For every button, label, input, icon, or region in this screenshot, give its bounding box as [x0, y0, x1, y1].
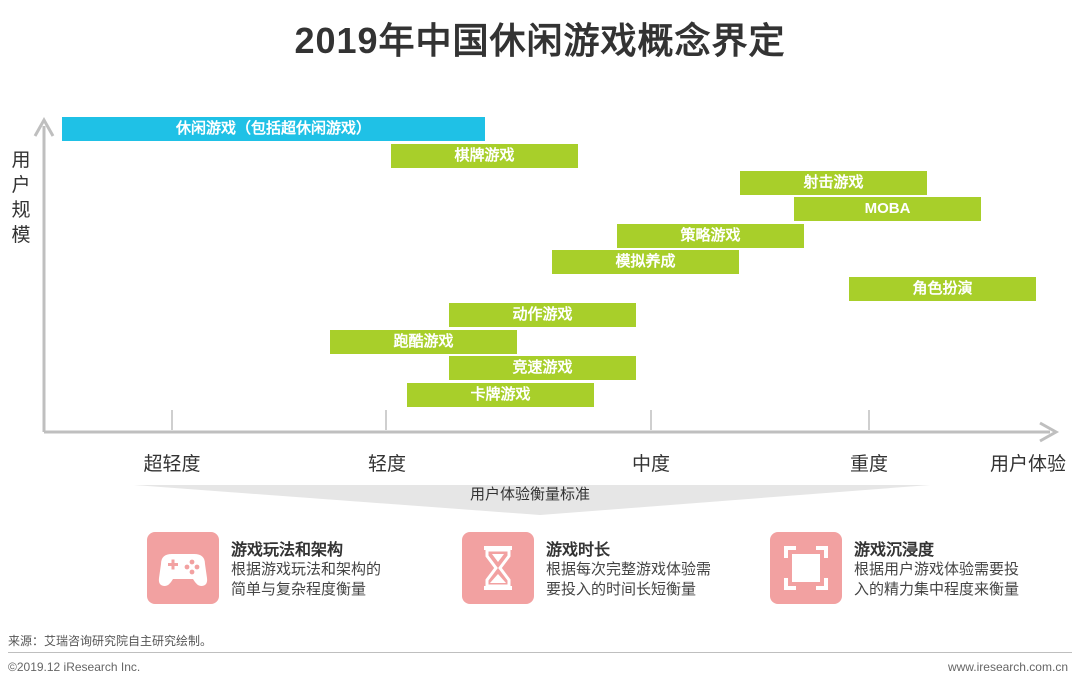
- x-axis-label: 用户体验: [990, 454, 1067, 475]
- bar-parkour: 跑酷游戏: [330, 330, 517, 354]
- tick-label-mid: 中度: [631, 454, 671, 475]
- website-link[interactable]: www.iresearch.com.cn: [947, 660, 1068, 674]
- gamepad-icon: [147, 532, 219, 604]
- bar-simulation: 模拟养成: [552, 250, 739, 274]
- bar-casual: 休闲游戏（包括超休闲游戏）: [62, 117, 485, 141]
- criteria-title-gameplay: 游戏玩法和架构: [231, 542, 344, 559]
- y-axis-label: 用户规模: [11, 150, 31, 246]
- bar-rpg: 角色扮演: [849, 277, 1036, 301]
- hourglass-icon: [462, 532, 534, 604]
- standard-band: 用户体验衡量标准: [130, 484, 930, 524]
- copyright: ©2019.12 iResearch Inc.: [8, 660, 141, 674]
- source-note: 来源：艾瑞咨询研究院自主研究绘制。: [8, 634, 213, 648]
- bar-shooter: 射击游戏: [740, 171, 927, 195]
- criteria-card-immersion: 游戏沉浸度 根据用户游戏体验需要投 入的精力集中程度来衡量: [770, 532, 1070, 608]
- bar-card: 卡牌游戏: [407, 383, 594, 407]
- criteria-title-immersion: 游戏沉浸度: [854, 542, 935, 559]
- criteria-card-duration: 游戏时长 根据每次完整游戏体验需 要投入的时间长短衡量: [462, 532, 752, 608]
- criteria-desc-gameplay: 根据游戏玩法和架构的 简单与复杂程度衡量: [231, 561, 382, 598]
- tick-label-ultralight: 超轻度: [143, 454, 201, 475]
- criteria-desc-duration: 根据每次完整游戏体验需 要投入的时间长短衡量: [546, 561, 712, 598]
- bar-racing: 竞速游戏: [449, 356, 636, 380]
- tick-label-heavy: 重度: [849, 454, 889, 475]
- criteria-desc-immersion: 根据用户游戏体验需要投 入的精力集中程度来衡量: [854, 561, 1020, 598]
- footer-divider: [8, 652, 1072, 653]
- tick-label-light: 轻度: [367, 454, 407, 475]
- bar-strategy: 策略游戏: [617, 224, 804, 248]
- standard-band-shape: [134, 485, 930, 515]
- immersion-frame-icon: [770, 532, 842, 604]
- criteria-title-duration: 游戏时长: [546, 542, 611, 559]
- page-title: 2019年中国休闲游戏概念界定: [294, 20, 786, 61]
- bar-moba: MOBA: [794, 197, 981, 221]
- standard-band-label: 用户体验衡量标准: [469, 486, 590, 503]
- criteria-card-gameplay: 游戏玩法和架构 根据游戏玩法和架构的 简单与复杂程度衡量: [147, 532, 437, 608]
- bar-action: 动作游戏: [449, 303, 636, 327]
- bar-chess-card: 棋牌游戏: [391, 144, 578, 168]
